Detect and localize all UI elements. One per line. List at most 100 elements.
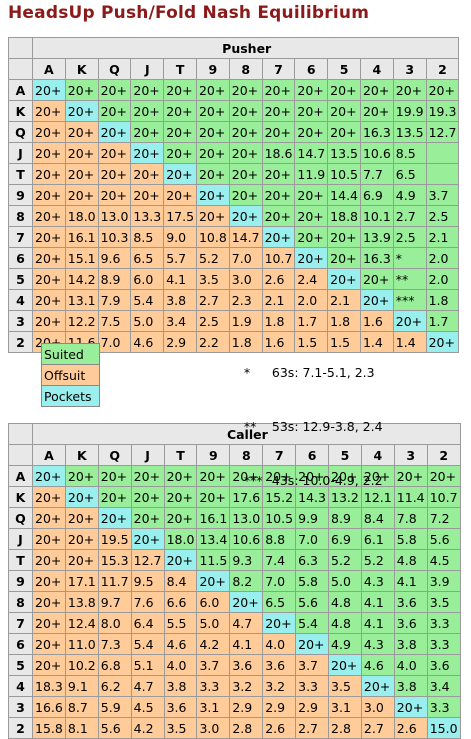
hand-cell: 8.9 [328,507,362,529]
table-row: 4 18.3 9.1 6.2 4.7 3.8 3.3 3.2 3.2 3.3 3.5 20+ 3.8 3.… [8,675,461,697]
hand-cell: 18.6 [261,142,296,164]
hand-cell: 9.9 [295,507,330,529]
hand-cell: 8.1 [64,717,99,739]
hand-cell: 2.4 [294,268,329,290]
hand-cell: 7.0 [97,331,132,353]
hand-cell: 20+ [163,100,197,122]
table-corner [8,444,33,466]
hand-cell: 4.6 [163,633,198,655]
hand-cell: 20+ [228,100,263,122]
hand-cell: 7.7 [359,163,394,185]
hand-cell: 20+ [295,633,330,655]
hand-cell: 13.5 [327,142,361,164]
column-header: 5 [327,58,361,80]
caller-caption: Caller [32,423,461,445]
table-row: 9 20+ 20+ 20+ 20+ 20+ 20+ 20+ 20+ 20+ 14.4 6.9 4.9 3.… [8,184,460,206]
hand-cell: 20+ [32,654,66,676]
column-header: 6 [294,58,329,80]
hand-cell: 4.1 [163,268,197,290]
hand-cell: 20+ [294,226,329,248]
hand-cell: 20+ [163,79,197,101]
column-header: 4 [359,58,394,80]
hand-cell: 20+ [64,79,99,101]
hand-cell: 1.5 [294,331,329,353]
hand-cell: 20+ [425,79,460,101]
hand-cell: 20+ [327,247,361,269]
hand-cell: 20+ [32,570,66,592]
hand-cell: 11.4 [393,486,428,508]
hand-cell: 3.6 [426,654,461,676]
hand-cell: 3.0 [196,717,231,739]
hand-cell: 10.8 [195,226,230,248]
hand-cell: 2.0 [425,247,460,269]
hand-cell: 20+ [32,205,66,227]
hand-cell: 16.6 [32,696,66,718]
hand-cell: 1.4 [359,331,394,353]
hand-cell: 20+ [195,142,230,164]
table-row: T 20+ 20+ 20+ 20+ 20+ 20+ 20+ 20+ 11.9 10.5 7.7 6.5 [8,163,460,185]
table-row: 9 20+ 17.1 11.7 9.5 8.4 20+ 8.2 7.0 5.8 5.0 4.3 4.1 3… [8,570,461,592]
hand-cell: 3.4 [163,310,197,332]
hand-cell: 20+ [64,184,99,206]
hand-cell: 13.8 [64,591,99,613]
hand-cell: 20+ [261,163,296,185]
hand-cell: 3.5 [163,717,198,739]
hand-cell: 2.9 [262,696,297,718]
hand-cell: 20+ [294,247,329,269]
hand-cell: 2.0 [425,268,460,290]
table-row: K 20+ 20+ 20+ 20+ 20+ 20+ 17.6 15.2 14.3 13.2 12.1 1… [8,486,461,508]
hand-cell: 1.4 [392,331,427,353]
hand-cell: 4.5 [426,549,461,571]
hand-cell: 2.1 [327,289,361,311]
hand-cell: 20+ [130,486,165,508]
footnote-symbol: * [243,365,251,380]
hand-cell: 17.1 [64,570,99,592]
hand-cell: 20+ [360,465,395,487]
hand-cell: 2.6 [262,717,297,739]
hand-cell: 1.8 [425,289,460,311]
hand-cell: 20+ [130,507,165,529]
hand-cell: 20+ [327,100,361,122]
hand-cell: 2.9 [229,696,264,718]
hand-cell: 20+ [163,142,197,164]
hand-cell: 3.1 [196,696,231,718]
hand-cell: 20+ [32,289,66,311]
hand-cell: 4.9 [392,184,427,206]
hand-cell: 6.6 [163,591,198,613]
hand-cell: 20+ [294,121,329,143]
hand-cell: 1.8 [261,310,296,332]
hand-cell: 20+ [228,163,263,185]
row-header: 8 [8,591,33,613]
hand-cell: 4.1 [360,612,395,634]
hand-cell: 18.8 [327,205,361,227]
row-header: 2 [8,331,33,353]
row-header: K [8,100,33,122]
hand-cell: 4.0 [393,654,428,676]
hand-cell: 8.0 [97,612,132,634]
hand-cell: 8.4 [163,570,198,592]
hand-cell: 20+ [359,289,394,311]
table-row: A 20+ 20+ 20+ 20+ 20+ 20+ 20+ 20+ 20+ 20+ 20+ 20+ 20+ [8,79,460,101]
table-row: 2 15.8 8.1 5.6 4.2 3.5 3.0 2.8 2.6 2.7 2.8 2.7 2.6 15… [8,717,461,739]
hand-cell: 20+ [163,549,198,571]
hand-cell: 3.5 [328,675,362,697]
column-header: T [163,444,198,466]
hand-cell: 8.4 [360,507,395,529]
hand-cell: 1.8 [327,310,361,332]
hand-cell: 7.3 [97,633,132,655]
hand-cell: 20+ [229,591,264,613]
column-header: 7 [261,58,296,80]
hand-cell: 20+ [64,486,99,508]
hand-cell: 20+ [32,142,66,164]
hand-cell: 10.7 [261,247,296,269]
table-row: 5 20+ 14.2 8.9 6.0 4.1 3.5 3.0 2.6 2.4 20+ 20+ ** 2.0 [8,268,460,290]
row-header: 7 [8,612,33,634]
hand-cell: 4.7 [229,612,264,634]
hand-cell: 20+ [261,79,296,101]
hand-cell: 15.0 [426,717,461,739]
hand-cell: 2.7 [295,717,330,739]
table-corner [8,37,33,59]
row-header: 6 [8,633,33,655]
hand-cell: 2.2 [195,331,230,353]
hand-cell: 20+ [130,184,165,206]
